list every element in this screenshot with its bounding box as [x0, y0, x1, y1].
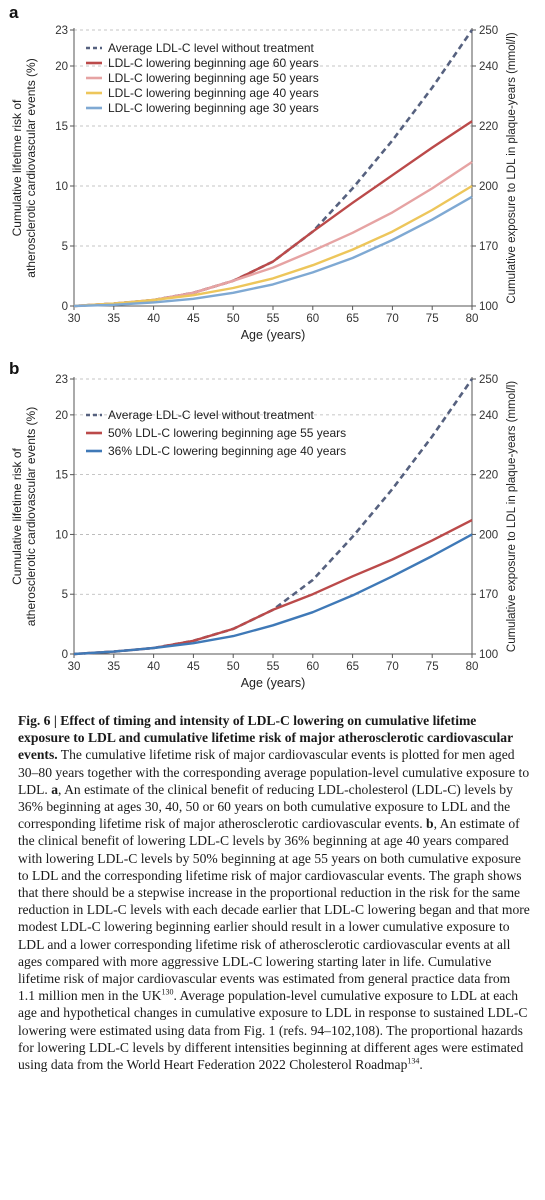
chart-b-y2-tick-label: 170 — [479, 589, 498, 601]
caption-ref-134: 134 — [407, 1056, 420, 1066]
chart-b-x-tick-label: 60 — [306, 661, 319, 673]
chart-a-y2-tick-label: 240 — [479, 61, 498, 73]
chart-a-y2-tick-label: 200 — [479, 181, 498, 193]
chart-b-x-tick-label: 55 — [267, 661, 280, 673]
chart-a-x-tick-label: 45 — [187, 313, 200, 325]
chart-a-panel-label: a — [9, 3, 19, 22]
caption-body: The cumulative lifetime risk of major ca… — [18, 747, 530, 797]
chart-b-y-tick-label: 20 — [55, 410, 68, 422]
chart-b-y-tick-label: 10 — [55, 529, 68, 541]
chart-a-x-axis-title: Age (years) — [241, 328, 306, 342]
chart-a-y-axis-title-line-1: Cumulative lifetime risk of — [10, 99, 24, 236]
chart-b-x-tick-label: 30 — [68, 661, 81, 673]
chart-b-y2-tick-label: 220 — [479, 470, 498, 482]
chart-a-series-line-5 — [73, 195, 473, 308]
chart-b-series-line-3 — [73, 533, 473, 656]
chart-b-y-tick-label: 15 — [55, 470, 68, 482]
chart-a-legend-label-1: Average LDL-C level without treatment — [108, 41, 315, 55]
chart-a-x-tick-label: 35 — [107, 313, 120, 325]
caption-text-b: , An estimate of the clinical benefit of… — [18, 816, 530, 1004]
chart-a-svg: a 30 35 40 45 50 55 60 65 70 75 80 0 5 10 15 20 23 100 170 2… — [9, 3, 518, 342]
chart-b-legend-label-3: 36% LDL-C lowering beginning age 40 year… — [108, 444, 346, 458]
chart-b-x-tick-label: 70 — [386, 661, 399, 673]
caption-ref-130: 130 — [161, 987, 174, 997]
chart-a-series-line-4 — [73, 184, 473, 308]
caption-label-b: b — [426, 816, 434, 832]
chart-a-x-tick-label: 50 — [227, 313, 240, 325]
chart-a-x-tick-label: 80 — [466, 313, 479, 325]
chart-b-y2-tick-label: 200 — [479, 529, 498, 541]
chart-b-y-axis-title-line-2: atherosclerotic cardiovascular events (%… — [24, 407, 38, 626]
chart-a-y-tick-label: 10 — [55, 181, 68, 193]
chart-b-svg: b 30 35 40 45 50 55 60 65 70 75 80 0 5 10 15 20 23 100 170 2… — [9, 359, 518, 690]
chart-a-y2-tick-label: 100 — [479, 301, 498, 313]
chart-b-y2-tick-label: 100 — [479, 649, 498, 661]
chart-b-y-tick-label: 0 — [62, 649, 68, 661]
chart-b-y-tick-label: 5 — [62, 589, 68, 601]
chart-a-x-tick-label: 40 — [147, 313, 160, 325]
chart-a-y2-tick-label: 170 — [479, 241, 498, 253]
chart-b-legend-label-1: Average LDL-C level without treatment — [108, 408, 315, 422]
caption-text-c: . Average population-level cumulative ex… — [18, 988, 528, 1073]
chart-b-x-tick-label: 50 — [227, 661, 240, 673]
chart-b-x-tick-label: 40 — [147, 661, 160, 673]
chart-a-y-tick-label: 0 — [62, 301, 68, 313]
chart-panel-b: b 30 35 40 45 50 55 60 65 70 75 80 0 5 10 15 20 23 100 170 2… — [0, 355, 545, 705]
chart-a-x-tick-label: 70 — [386, 313, 399, 325]
chart-b-y-axis-title-line-1: Cumulative lifetime risk of — [10, 447, 24, 584]
chart-b-x-tick-label: 75 — [426, 661, 439, 673]
chart-b-x-tick-label: 80 — [466, 661, 479, 673]
chart-b-y2-tick-label: 250 — [479, 374, 498, 386]
chart-a-y2-tick-label: 250 — [479, 25, 498, 37]
chart-b-x-tick-label: 35 — [107, 661, 120, 673]
chart-b-y-tick-label: 23 — [55, 374, 68, 386]
chart-a-y-axis-title-line-2: atherosclerotic cardiovascular events (%… — [24, 58, 38, 277]
chart-a-y-tick-label: 23 — [55, 25, 68, 37]
chart-a-legend-label-2: LDL-C lowering beginning age 60 years — [108, 56, 319, 70]
chart-a-legend-label-5: LDL-C lowering beginning age 30 years — [108, 101, 319, 115]
chart-a-x-tick-label: 55 — [267, 313, 280, 325]
caption-title: Fig. 6 | Effect of timing and intensity … — [18, 713, 513, 763]
chart-a-y2-axis-title: Cumulative exposure to LDL in plaque-yea… — [506, 32, 518, 303]
chart-panel-a: a 30 35 40 45 50 55 60 65 70 75 80 0 5 10 15 20 23 100 170 2… — [0, 0, 545, 355]
chart-a-y-tick-label: 20 — [55, 61, 68, 73]
chart-a-legend-label-3: LDL-C lowering beginning age 50 years — [108, 71, 319, 85]
caption-text-a: , An estimate of the clinical benefit of… — [18, 781, 513, 832]
figure-caption: Fig. 6 | Effect of timing and intensity … — [18, 712, 530, 1073]
chart-b-legend-label-2: 50% LDL-C lowering beginning age 55 year… — [108, 426, 346, 440]
chart-b-y2-tick-label: 240 — [479, 410, 498, 422]
chart-a-x-tick-label: 30 — [68, 313, 81, 325]
chart-b-x-tick-label: 45 — [187, 661, 200, 673]
chart-a-y-tick-label: 15 — [55, 121, 68, 133]
chart-b-x-axis-title: Age (years) — [241, 676, 306, 690]
caption-text-end: . — [419, 1057, 423, 1073]
caption-label-a: a — [51, 781, 59, 797]
chart-a-x-tick-label: 60 — [306, 313, 319, 325]
chart-a-x-tick-label: 65 — [346, 313, 359, 325]
chart-b-series-line-2 — [73, 519, 473, 656]
chart-a-legend-label-4: LDL-C lowering beginning age 40 years — [108, 86, 319, 100]
chart-a-y-tick-label: 5 — [62, 241, 68, 253]
chart-a-x-tick-label: 75 — [426, 313, 439, 325]
chart-b-y2-axis-title: Cumulative exposure to LDL in plaque-yea… — [506, 381, 518, 652]
chart-a-y2-tick-label: 220 — [479, 121, 498, 133]
chart-b-x-tick-label: 65 — [346, 661, 359, 673]
chart-b-panel-label: b — [9, 359, 19, 378]
